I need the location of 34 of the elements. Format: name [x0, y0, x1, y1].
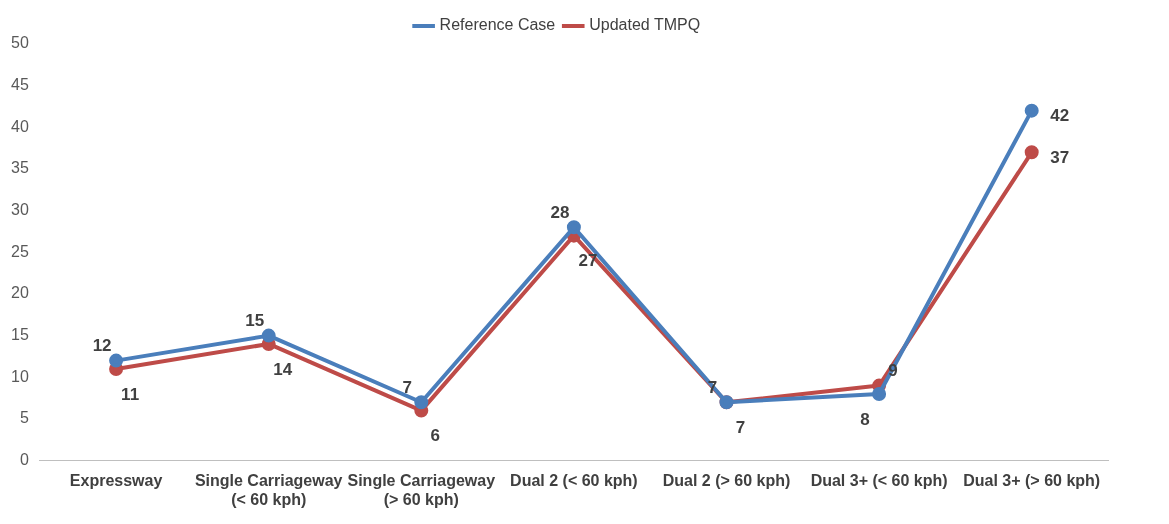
x-tick-label: Single Carriageway (< 60 kph) — [194, 471, 343, 508]
data-label: 11 — [121, 384, 140, 404]
data-label: 27 — [578, 251, 598, 271]
data-label: 15 — [245, 311, 265, 331]
y-tick-label: 20 — [11, 284, 29, 302]
x-tick-label: Single Carriageway (> 60 kph) — [347, 471, 496, 508]
legend-label: Updated TMPQ — [589, 16, 701, 34]
y-tick-label: 15 — [11, 326, 29, 344]
x-tick-label: Dual 2 (< 60 kph) — [510, 471, 638, 489]
y-tick-label: 10 — [11, 367, 29, 385]
y-tick-label: 40 — [11, 117, 29, 135]
x-tick-label: Dual 3+ (> 60 kph) — [963, 471, 1101, 489]
data-label: 42 — [1050, 106, 1070, 126]
data-label: 9 — [888, 361, 898, 381]
y-tick-label: 0 — [19, 451, 29, 469]
data-label: 8 — [860, 409, 870, 429]
y-tick-label: 5 — [19, 409, 29, 427]
y-tick-label: 50 — [11, 34, 29, 52]
data-label: 37 — [1050, 148, 1070, 167]
data-label: 7 — [735, 417, 746, 437]
y-tick-label: 25 — [11, 242, 29, 260]
data-label: 12 — [92, 336, 112, 356]
data-label: 6 — [430, 426, 441, 446]
x-tick-label: Expressway — [69, 471, 163, 489]
x-tick-label: Dual 2 (> 60 kph) — [662, 471, 791, 489]
y-tick-label: 30 — [11, 201, 29, 219]
legend-label: Reference Case — [439, 16, 556, 34]
data-label: 7 — [402, 377, 413, 397]
data-label: 28 — [550, 202, 570, 222]
data-label: 7 — [707, 377, 718, 397]
x-tick-label: Dual 3+ (< 60 kph) — [810, 471, 948, 489]
y-tick-label: 35 — [11, 159, 29, 177]
data-label: 14 — [273, 359, 293, 379]
y-tick-label: 45 — [11, 76, 29, 94]
